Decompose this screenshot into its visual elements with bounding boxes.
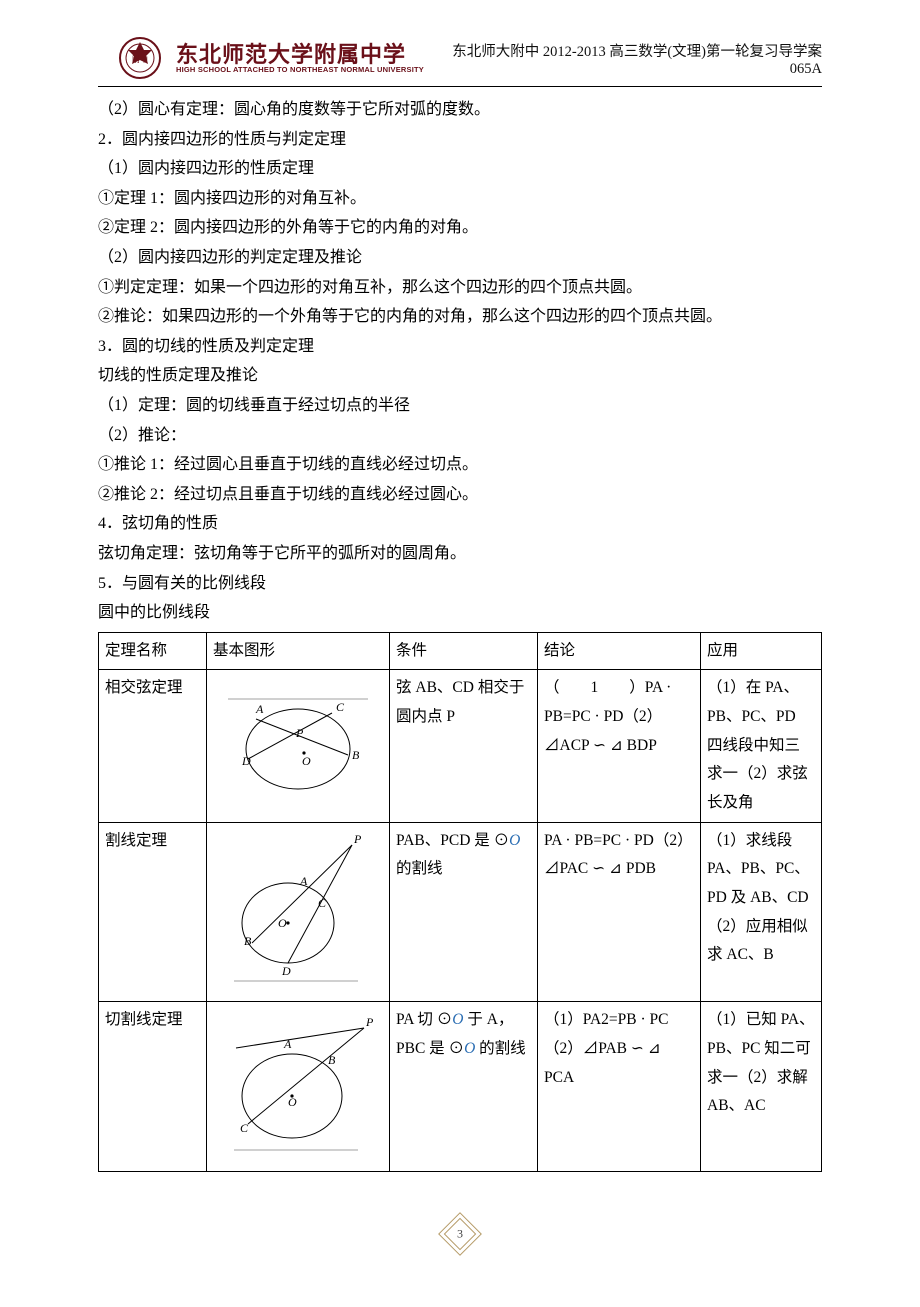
content-line: ①推论 1：经过圆心且垂直于切线的直线必经过切点。 <box>98 450 822 480</box>
svg-text:A: A <box>283 1037 292 1051</box>
university-name-en: HIGH SCHOOL ATTACHED TO NORTHEAST NORMAL… <box>176 66 424 74</box>
svg-text:C: C <box>240 1121 249 1135</box>
table-header-row: 定理名称 基本图形 条件 结论 应用 <box>99 632 822 670</box>
table-row: 切割线定理 P A B C O PA 切 ⊙O 于 A，PBC 是 ⊙O 的割线… <box>99 1002 822 1172</box>
theorem-name: 切割线定理 <box>99 1002 207 1172</box>
theorem-condition: PAB、PCD 是 ⊙O 的割线 <box>390 822 538 1002</box>
content-line: ②定理 2：圆内接四边形的外角等于它的内角的对角。 <box>98 213 822 243</box>
svg-text:B: B <box>352 748 360 762</box>
content-line: 3．圆的切线的性质及判定定理 <box>98 332 822 362</box>
header: 附中 东北师范大学附属中学 HIGH SCHOOL ATTACHED TO NO… <box>0 0 920 84</box>
col-cond: 条件 <box>390 632 538 670</box>
svg-text:B: B <box>244 934 252 948</box>
content-line: 圆中的比例线段 <box>98 598 822 628</box>
theorem-condition: PA 切 ⊙O 于 A，PBC 是 ⊙O 的割线 <box>390 1002 538 1172</box>
table-row: 相交弦定理 A C D B P O 弦 AB、CD 相交于圆内点 P（ 1 ）P… <box>99 670 822 822</box>
svg-text:P: P <box>365 1015 374 1029</box>
content-line: 5．与圆有关的比例线段 <box>98 569 822 599</box>
svg-text:B: B <box>328 1053 336 1067</box>
svg-text:P: P <box>353 832 362 846</box>
theorem-condition: 弦 AB、CD 相交于圆内点 P <box>390 670 538 822</box>
document-title: 东北师大附中 2012-2013 高三数学(文理)第一轮复习导学案 065A <box>438 40 822 80</box>
svg-text:D: D <box>281 964 291 978</box>
theorem-conclusion: PA · PB=PC · PD（2）⊿PAC ∽ ⊿ PDB <box>538 822 701 1002</box>
theorem-conclusion: （ 1 ）PA · PB=PC · PD（2）⊿ACP ∽ ⊿ BDP <box>538 670 701 822</box>
svg-text:C: C <box>336 700 345 714</box>
svg-text:O: O <box>288 1095 297 1109</box>
svg-text:O: O <box>278 916 287 930</box>
content-line: 4．弦切角的性质 <box>98 509 822 539</box>
svg-text:D: D <box>241 754 251 768</box>
content-line: （2）圆内接四边形的判定定理及推论 <box>98 243 822 273</box>
theorem-conclusion: （1）PA2=PB · PC（2）⊿PAB ∽ ⊿ PCA <box>538 1002 701 1172</box>
col-concl: 结论 <box>538 632 701 670</box>
col-name: 定理名称 <box>99 632 207 670</box>
content-lines: （2）圆心有定理：圆心角的度数等于它所对弧的度数。2．圆内接四边形的性质与判定定… <box>98 95 822 628</box>
col-figure: 基本图形 <box>207 632 390 670</box>
content-line: ①定理 1：圆内接四边形的对角互补。 <box>98 184 822 214</box>
university-name-zh: 东北师范大学附属中学 <box>176 43 424 66</box>
page: 附中 东北师范大学附属中学 HIGH SCHOOL ATTACHED TO NO… <box>0 0 920 1307</box>
table-row: 割线定理 P A C B D O PAB、PCD 是 ⊙O 的割线PA · PB… <box>99 822 822 1002</box>
svg-text:A: A <box>255 702 264 716</box>
page-number-frame-icon: 3 <box>438 1212 482 1256</box>
theorem-figure: P A B C O <box>207 1002 390 1172</box>
theorem-figure: A C D B P O <box>207 670 390 822</box>
content-line: 弦切角定理：弦切角等于它所平的弧所对的圆周角。 <box>98 539 822 569</box>
svg-text:P: P <box>295 726 304 740</box>
content-line: （1）定理：圆的切线垂直于经过切点的半径 <box>98 391 822 421</box>
theorem-name: 相交弦定理 <box>99 670 207 822</box>
content-line: 2．圆内接四边形的性质与判定定理 <box>98 125 822 155</box>
col-app: 应用 <box>701 632 822 670</box>
svg-text:C: C <box>318 896 327 910</box>
content-line: 切线的性质定理及推论 <box>98 361 822 391</box>
theorem-application: （1）求线段 PA、PB、PC、PD 及 AB、CD（2）应用相似求 AC、B <box>701 822 822 1002</box>
content-line: （2）推论： <box>98 421 822 451</box>
theorem-application: （1）在 PA、PB、PC、PD 四线段中知三求一（2）求弦长及角 <box>701 670 822 822</box>
page-number: 3 <box>438 1227 482 1242</box>
svg-text:O: O <box>302 754 311 768</box>
content-line: ②推论：如果四边形的一个外角等于它的内角的对角，那么这个四边形的四个顶点共圆。 <box>98 302 822 332</box>
svg-text:附中: 附中 <box>132 54 148 64</box>
content-line: ①判定定理：如果一个四边形的对角互补，那么这个四边形的四个顶点共圆。 <box>98 273 822 303</box>
university-logo-icon: 附中 <box>118 36 162 80</box>
content-line: ②推论 2：经过切点且垂直于切线的直线必经过圆心。 <box>98 480 822 510</box>
theorem-table: 定理名称 基本图形 条件 结论 应用 相交弦定理 A C D B P O 弦 A… <box>98 632 822 1172</box>
body-content: （2）圆心有定理：圆心角的度数等于它所对弧的度数。2．圆内接四边形的性质与判定定… <box>0 95 920 1172</box>
theorem-figure: P A C B D O <box>207 822 390 1002</box>
header-divider <box>98 86 822 87</box>
content-line: （1）圆内接四边形的性质定理 <box>98 154 822 184</box>
theorem-name: 割线定理 <box>99 822 207 1002</box>
svg-text:A: A <box>299 874 308 888</box>
theorem-application: （1）已知 PA、PB、PC 知二可求一（2）求解 AB、AC <box>701 1002 822 1172</box>
content-line: （2）圆心有定理：圆心角的度数等于它所对弧的度数。 <box>98 95 822 125</box>
university-name: 东北师范大学附属中学 HIGH SCHOOL ATTACHED TO NORTH… <box>176 43 424 74</box>
page-footer: 3 <box>0 1212 920 1260</box>
